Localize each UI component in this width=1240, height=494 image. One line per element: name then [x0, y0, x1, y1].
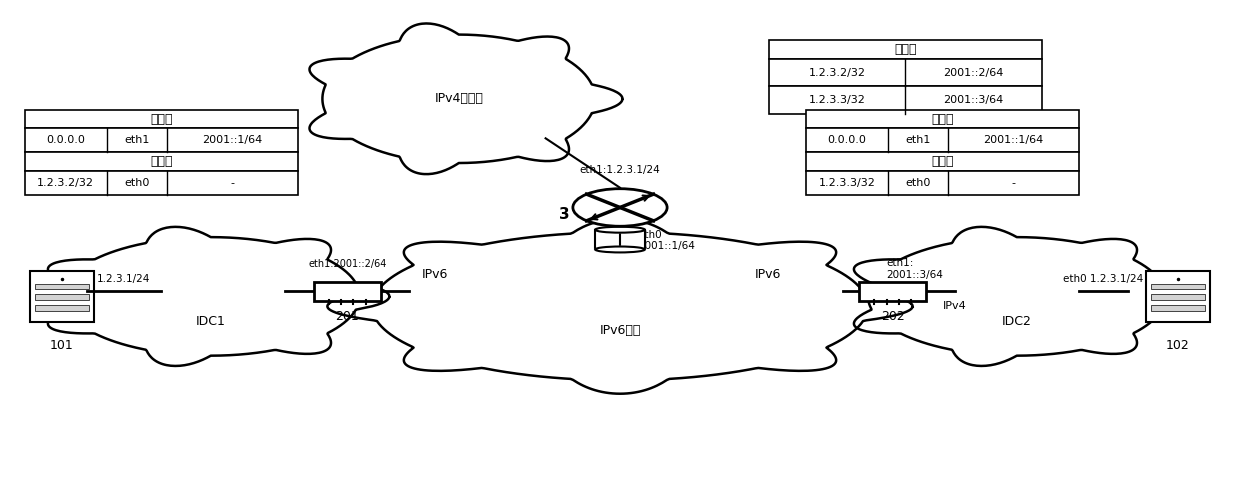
- Text: 202: 202: [880, 310, 905, 323]
- Ellipse shape: [595, 247, 645, 252]
- Text: 2001::3/64: 2001::3/64: [944, 95, 1003, 105]
- FancyBboxPatch shape: [769, 59, 1042, 86]
- FancyBboxPatch shape: [1151, 294, 1205, 300]
- Text: -: -: [1012, 178, 1016, 188]
- Text: IPv6网络: IPv6网络: [599, 325, 641, 337]
- FancyBboxPatch shape: [806, 152, 1079, 171]
- FancyBboxPatch shape: [35, 284, 89, 289]
- Text: IDC2: IDC2: [1002, 315, 1032, 328]
- Polygon shape: [48, 227, 389, 366]
- FancyBboxPatch shape: [595, 230, 645, 249]
- Text: 1.2.3.2/32: 1.2.3.2/32: [808, 68, 866, 78]
- Text: 1.2.3.2/32: 1.2.3.2/32: [37, 178, 94, 188]
- Text: IPv6: IPv6: [422, 268, 448, 281]
- Text: 102: 102: [1166, 339, 1190, 352]
- FancyBboxPatch shape: [35, 294, 89, 300]
- Text: 1.2.3.1/24: 1.2.3.1/24: [97, 274, 151, 284]
- Text: eth1: eth1: [905, 135, 930, 145]
- Text: eth0
2001::1/64: eth0 2001::1/64: [639, 230, 696, 251]
- Text: 路由表: 路由表: [150, 155, 172, 168]
- Text: eth0 1.2.3.1/24: eth0 1.2.3.1/24: [1064, 274, 1143, 284]
- Text: 映射表: 映射表: [150, 113, 172, 125]
- Text: -: -: [231, 178, 234, 188]
- FancyBboxPatch shape: [1151, 284, 1205, 289]
- FancyBboxPatch shape: [1151, 305, 1205, 311]
- Text: IPv4: IPv4: [50, 311, 74, 321]
- Ellipse shape: [595, 227, 645, 233]
- Text: IPv4: IPv4: [1166, 311, 1190, 321]
- FancyBboxPatch shape: [1146, 271, 1210, 322]
- FancyBboxPatch shape: [859, 282, 926, 301]
- FancyBboxPatch shape: [25, 171, 298, 195]
- Text: IDC1: IDC1: [196, 315, 226, 328]
- Text: 0.0.0.0: 0.0.0.0: [46, 135, 86, 145]
- FancyBboxPatch shape: [314, 282, 381, 301]
- Text: 1.2.3.3/32: 1.2.3.3/32: [808, 95, 866, 105]
- Text: eth1: eth1: [124, 135, 149, 145]
- Text: IPv6: IPv6: [755, 268, 781, 281]
- FancyBboxPatch shape: [25, 152, 298, 171]
- Text: 2001::1/64: 2001::1/64: [983, 135, 1043, 145]
- FancyBboxPatch shape: [25, 128, 298, 152]
- Polygon shape: [310, 23, 622, 174]
- Polygon shape: [854, 227, 1195, 366]
- FancyBboxPatch shape: [35, 305, 89, 311]
- Text: eth1:
2001::3/64: eth1: 2001::3/64: [887, 258, 944, 280]
- Text: IPv4: IPv4: [942, 301, 966, 311]
- Text: 2001::1/64: 2001::1/64: [202, 135, 262, 145]
- FancyBboxPatch shape: [769, 40, 1042, 59]
- Text: 0.0.0.0: 0.0.0.0: [827, 135, 867, 145]
- Text: 201: 201: [335, 310, 360, 323]
- Text: 路由表: 路由表: [931, 155, 954, 168]
- Text: eth1:1.2.3.1/24: eth1:1.2.3.1/24: [579, 165, 661, 175]
- Text: 2001::2/64: 2001::2/64: [944, 68, 1003, 78]
- FancyBboxPatch shape: [25, 110, 298, 128]
- Text: 映射表: 映射表: [894, 43, 916, 56]
- Text: 3: 3: [559, 207, 569, 222]
- Text: eth0: eth0: [124, 178, 149, 188]
- FancyBboxPatch shape: [806, 171, 1079, 195]
- Text: eth0: eth0: [905, 178, 930, 188]
- Text: 映射表: 映射表: [931, 113, 954, 125]
- Circle shape: [573, 189, 667, 226]
- FancyBboxPatch shape: [806, 128, 1079, 152]
- Polygon shape: [327, 219, 913, 394]
- Text: eth1:2001::2/64: eth1:2001::2/64: [308, 259, 387, 269]
- Text: 1.2.3.3/32: 1.2.3.3/32: [818, 178, 875, 188]
- Text: 101: 101: [50, 339, 74, 352]
- FancyBboxPatch shape: [806, 110, 1079, 128]
- Text: IPv4互联网: IPv4互联网: [434, 92, 484, 105]
- FancyBboxPatch shape: [769, 86, 1042, 114]
- FancyBboxPatch shape: [30, 271, 94, 322]
